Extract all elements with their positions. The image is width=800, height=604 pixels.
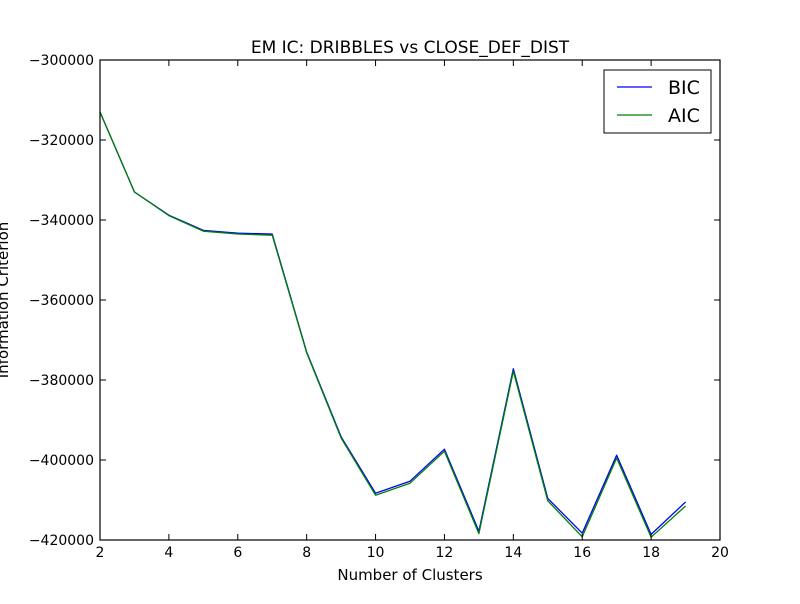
y-tick-label: −340000	[29, 213, 94, 229]
y-tick-label: −360000	[29, 293, 94, 309]
legend-label-aic: AIC	[668, 105, 700, 127]
legend-label-bic: BIC	[668, 77, 700, 99]
x-tick-label: 6	[233, 545, 242, 561]
series-line-aic	[99, 111, 686, 538]
y-tick-label: −420000	[29, 533, 94, 549]
x-tick-label: 10	[367, 545, 385, 561]
x-tick-label: 18	[642, 545, 660, 561]
x-tick-label: 8	[302, 545, 311, 561]
axis-layer: 2 4 6 8 10 12 14 16 18 20 −300000 −320000 −340000 −36…	[29, 53, 729, 561]
series-line-bic	[99, 111, 687, 536]
plot-layer	[99, 111, 687, 538]
y-tick-label: −300000	[29, 53, 94, 69]
x-tick-label: 12	[436, 545, 454, 561]
x-tick-label: 4	[164, 545, 173, 561]
y-tick-label: −320000	[29, 133, 94, 149]
x-tick-label: 2	[96, 545, 105, 561]
legend-box	[603, 69, 712, 134]
x-axis-label: Number of Clusters	[337, 566, 482, 584]
y-axis-label: Information Criterion	[0, 222, 12, 379]
x-tick-label: 14	[504, 545, 522, 561]
y-tick-label: −380000	[29, 373, 94, 389]
x-tick-label: 16	[573, 545, 591, 561]
x-tick-label: 20	[711, 545, 729, 561]
y-tick-label: −400000	[29, 453, 94, 469]
chart-title: EM IC: DRIBBLES vs CLOSE_DEF_DIST	[251, 38, 570, 58]
legend: BIC AIC	[603, 69, 712, 134]
